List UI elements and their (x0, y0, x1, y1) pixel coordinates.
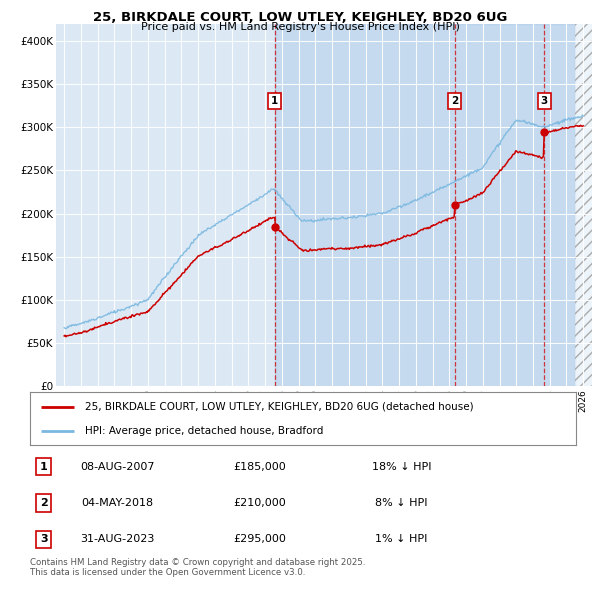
Text: 1% ↓ HPI: 1% ↓ HPI (375, 534, 427, 544)
Text: 1: 1 (271, 96, 278, 106)
Text: 3: 3 (541, 96, 548, 106)
Text: 25, BIRKDALE COURT, LOW UTLEY, KEIGHLEY, BD20 6UG (detached house): 25, BIRKDALE COURT, LOW UTLEY, KEIGHLEY,… (85, 402, 473, 412)
Text: 25, BIRKDALE COURT, LOW UTLEY, KEIGHLEY, BD20 6UG: 25, BIRKDALE COURT, LOW UTLEY, KEIGHLEY,… (93, 11, 507, 24)
Text: £185,000: £185,000 (233, 462, 286, 472)
Text: 18% ↓ HPI: 18% ↓ HPI (371, 462, 431, 472)
Text: 2: 2 (451, 96, 458, 106)
Text: 04-MAY-2018: 04-MAY-2018 (81, 498, 154, 508)
Text: Contains HM Land Registry data © Crown copyright and database right 2025.
This d: Contains HM Land Registry data © Crown c… (30, 558, 365, 577)
Text: 3: 3 (40, 534, 47, 544)
Bar (275, 24, 575, 386)
Text: £295,000: £295,000 (233, 534, 286, 544)
Text: 31-AUG-2023: 31-AUG-2023 (80, 534, 155, 544)
Text: 1: 1 (40, 462, 47, 472)
Text: Price paid vs. HM Land Registry's House Price Index (HPI): Price paid vs. HM Land Registry's House … (140, 22, 460, 32)
Text: £210,000: £210,000 (233, 498, 286, 508)
Text: HPI: Average price, detached house, Bradford: HPI: Average price, detached house, Brad… (85, 426, 323, 436)
Text: 08-AUG-2007: 08-AUG-2007 (80, 462, 155, 472)
Bar (575, 24, 592, 386)
Bar (575, 24, 592, 386)
Text: 8% ↓ HPI: 8% ↓ HPI (375, 498, 428, 508)
Text: 2: 2 (40, 498, 47, 508)
